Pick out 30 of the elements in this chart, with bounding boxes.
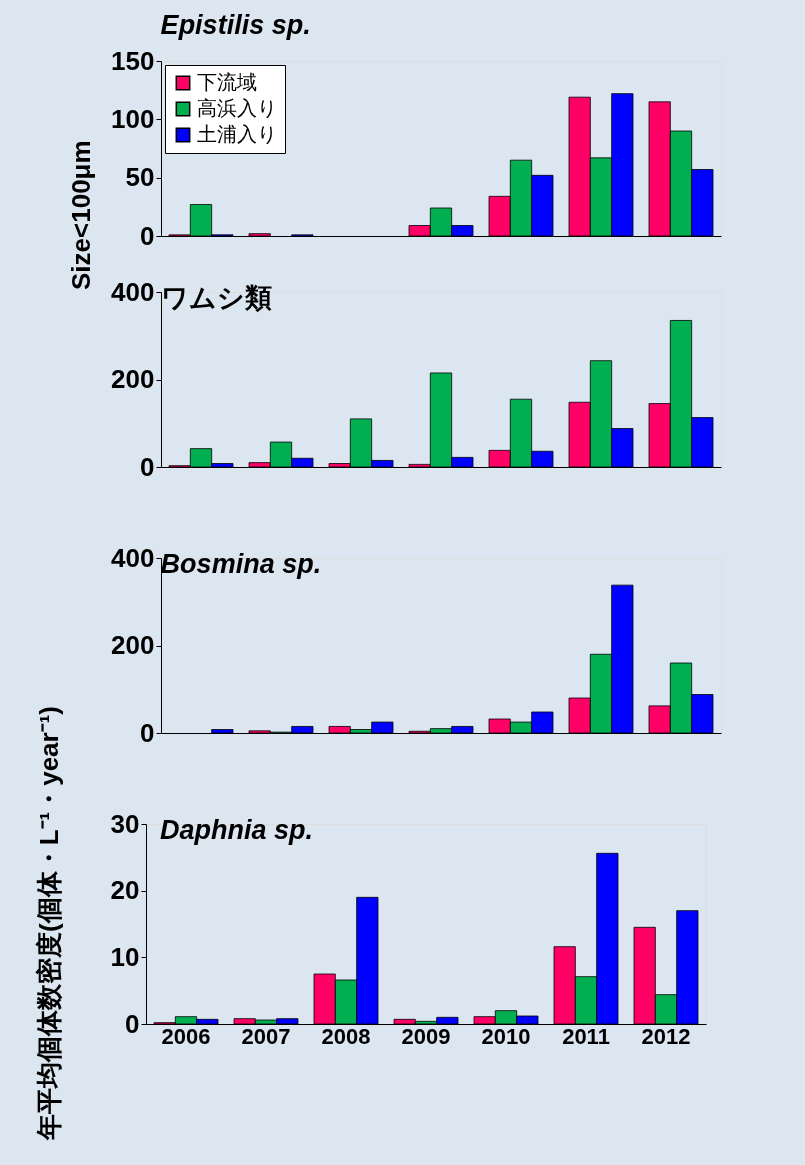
y-tick-label: 0 (140, 717, 155, 748)
x-tick-label: 2010 (481, 1023, 531, 1049)
y-axis-title: 年平均個体数密度(個体・L⁻¹・year⁻¹) (33, 705, 65, 1140)
y-tick-label: 400 (111, 542, 155, 573)
chart-title: Daphnia sp. (160, 815, 314, 845)
legend-label: 土浦入り (197, 123, 277, 145)
y-tick-label: 200 (111, 364, 155, 394)
chart-title: Epistilis sp. (160, 10, 311, 40)
y-tick-label: 400 (111, 276, 155, 307)
x-tick-label: 2011 (562, 1023, 610, 1049)
y-tick-label: 200 (111, 630, 155, 660)
chart-title: Bosmina sp. (160, 549, 322, 579)
text: Size<100μm (66, 140, 97, 290)
legend-label: 下流域 (197, 71, 257, 93)
x-tick-label: 2009 (401, 1023, 451, 1049)
y-tick-label: 0 (140, 220, 155, 251)
y-tick-label: 0 (125, 1008, 140, 1039)
y-tick-label: 150 (111, 45, 155, 76)
x-tick-label: 2007 (241, 1023, 291, 1049)
y-tick-label: 100 (111, 103, 155, 134)
y-tick-label: 50 (125, 162, 155, 193)
y-tick-label: 10 (110, 941, 140, 972)
y-tick-label: 0 (140, 451, 155, 482)
x-tick-label: 2006 (161, 1023, 211, 1049)
chart-title: ワムシ類 (160, 283, 272, 313)
x-tick-label: 2012 (641, 1023, 691, 1049)
y-tick-label: 20 (110, 875, 140, 906)
y-tick-label: 30 (110, 808, 140, 839)
x-tick-label: 2008 (321, 1023, 371, 1049)
legend-label: 高浜入り (197, 97, 277, 119)
